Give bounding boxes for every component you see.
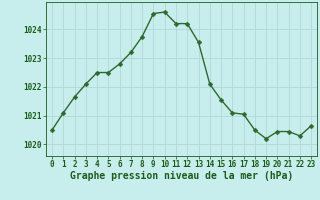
X-axis label: Graphe pression niveau de la mer (hPa): Graphe pression niveau de la mer (hPa) (70, 171, 293, 181)
